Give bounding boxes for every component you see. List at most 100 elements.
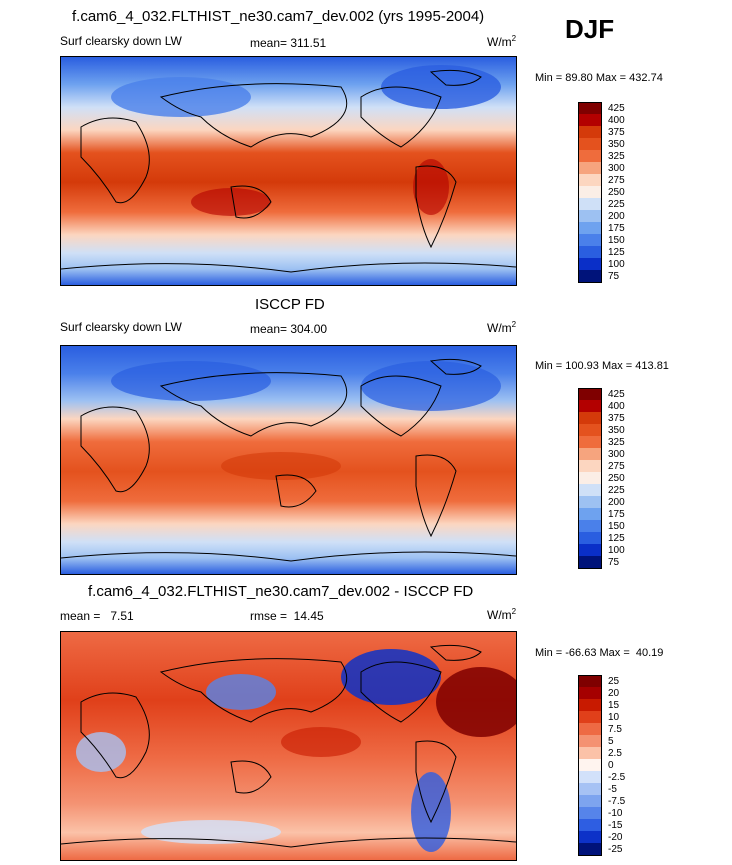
colorbar-swatch — [578, 735, 602, 747]
panel-2-map — [60, 345, 517, 575]
colorbar-tick-label: -10 — [608, 808, 623, 819]
colorbar-swatch — [578, 222, 602, 234]
colorbar-swatch — [578, 436, 602, 448]
colorbar-tick-label: 25 — [608, 676, 620, 687]
colorbar-tick-label: 375 — [608, 127, 625, 138]
colorbar-swatch — [578, 496, 602, 508]
colorbar-tick-label: 250 — [608, 473, 625, 484]
colorbar-tick-label: 275 — [608, 461, 625, 472]
colorbar-tick-label: 425 — [608, 389, 625, 400]
season-label: DJF — [565, 14, 615, 44]
colorbar-swatch — [578, 556, 602, 569]
colorbar-tick-label: 100 — [608, 259, 625, 270]
colorbar-tick-label: 325 — [608, 437, 625, 448]
colorbar-tick-label: -15 — [608, 820, 623, 831]
colorbar-tick-label: -25 — [608, 844, 623, 855]
panel-1-variable: Surf clearsky down LW — [60, 34, 182, 48]
colorbar-swatch — [578, 174, 602, 186]
colorbar-tick-label: 275 — [608, 175, 625, 186]
colorbar-swatch — [578, 472, 602, 484]
colorbar-tick-label: 175 — [608, 223, 625, 234]
colorbar-swatch — [578, 258, 602, 270]
colorbar-swatch — [578, 484, 602, 496]
colorbar-swatch — [578, 138, 602, 150]
colorbar-tick-label: 75 — [608, 557, 620, 568]
colorbar-tick-label: 425 — [608, 103, 625, 114]
colorbar-swatch — [578, 234, 602, 246]
panel-3-title: f.cam6_4_032.FLTHIST_ne30.cam7_dev.002 -… — [88, 583, 474, 600]
colorbar-swatch — [578, 675, 602, 688]
colorbar-swatch — [578, 186, 602, 198]
colorbar-tick-label: 400 — [608, 115, 625, 126]
colorbar-swatch — [578, 388, 602, 401]
colorbar-swatch — [578, 819, 602, 831]
panel-2-title: ISCCP FD — [255, 296, 325, 313]
colorbar-swatch — [578, 400, 602, 412]
colorbar-swatch — [578, 520, 602, 532]
colorbar-swatch — [578, 126, 602, 138]
colorbar-swatch — [578, 412, 602, 424]
colorbar-tick-label: 200 — [608, 497, 625, 508]
colorbar-swatch — [578, 162, 602, 174]
colorbar-tick-label: 350 — [608, 139, 625, 150]
panel-3-minmax: Min = -66.63 Max = 40.19 — [535, 647, 664, 659]
colorbar-tick-label: 5 — [608, 736, 614, 747]
colorbar-tick-label: 175 — [608, 509, 625, 520]
colorbar-swatch — [578, 843, 602, 856]
colorbar-tick-label: 200 — [608, 211, 625, 222]
panel-2-minmax: Min = 100.93 Max = 413.81 — [535, 360, 669, 372]
colorbar-tick-label: 20 — [608, 688, 620, 699]
colorbar-tick-label: 125 — [608, 247, 625, 258]
panel-3-map — [60, 631, 517, 861]
panel-1-minmax: Min = 89.80 Max = 432.74 — [535, 72, 663, 84]
colorbar-swatch — [578, 747, 602, 759]
colorbar-tick-label: 150 — [608, 235, 625, 246]
colorbar-tick-label: 100 — [608, 545, 625, 556]
panel-1-units: W/m2 — [487, 34, 517, 49]
panel-3-units: W/m2 — [487, 607, 517, 622]
colorbar-swatch — [578, 508, 602, 520]
colorbar-tick-label: 400 — [608, 401, 625, 412]
colorbar-tick-label: -7.5 — [608, 796, 626, 807]
panel-3-rmse: rmse = 14.45 — [250, 609, 324, 623]
colorbar-tick-label: 0 — [608, 760, 614, 771]
colorbar-tick-label: -5 — [608, 784, 617, 795]
colorbar-swatch — [578, 687, 602, 699]
panel-1-mean: mean= 311.51 — [250, 36, 327, 50]
colorbar-tick-label: -20 — [608, 832, 623, 843]
colorbar-swatch — [578, 759, 602, 771]
colorbar-tick-label: 225 — [608, 199, 625, 210]
colorbar-swatch — [578, 424, 602, 436]
colorbar-swatch — [578, 699, 602, 711]
panel-1-title: f.cam6_4_032.FLTHIST_ne30.cam7_dev.002 (… — [72, 8, 485, 25]
colorbar-tick-label: -2.5 — [608, 772, 626, 783]
colorbar-swatch — [578, 795, 602, 807]
colorbar-tick-label: 75 — [608, 271, 620, 282]
colorbar-swatch — [578, 831, 602, 843]
panel-2-mean: mean= 304.00 — [250, 322, 328, 336]
colorbar-tick-label: 150 — [608, 521, 625, 532]
colorbar-tick-label: 300 — [608, 163, 625, 174]
colorbar-tick-label: 15 — [608, 700, 620, 711]
panel-2-units: W/m2 — [487, 320, 517, 335]
colorbar-swatch — [578, 460, 602, 472]
colorbar-tick-label: 300 — [608, 449, 625, 460]
colorbar-tick-label: 2.5 — [608, 748, 622, 759]
colorbar-swatch — [578, 711, 602, 723]
colorbar-swatch — [578, 771, 602, 783]
panel-2-variable: Surf clearsky down LW — [60, 320, 182, 334]
colorbar-tick-label: 375 — [608, 413, 625, 424]
colorbar-tick-label: 350 — [608, 425, 625, 436]
colorbar-swatch — [578, 807, 602, 819]
colorbar-swatch — [578, 723, 602, 735]
colorbar-swatch — [578, 102, 602, 115]
colorbar-tick-label: 125 — [608, 533, 625, 544]
colorbar-swatch — [578, 544, 602, 556]
colorbar-swatch — [578, 150, 602, 162]
colorbar-tick-label: 10 — [608, 712, 620, 723]
colorbar-swatch — [578, 270, 602, 283]
colorbar-tick-label: 225 — [608, 485, 625, 496]
colorbar-swatch — [578, 532, 602, 544]
colorbar-swatch — [578, 198, 602, 210]
colorbar-tick-label: 250 — [608, 187, 625, 198]
